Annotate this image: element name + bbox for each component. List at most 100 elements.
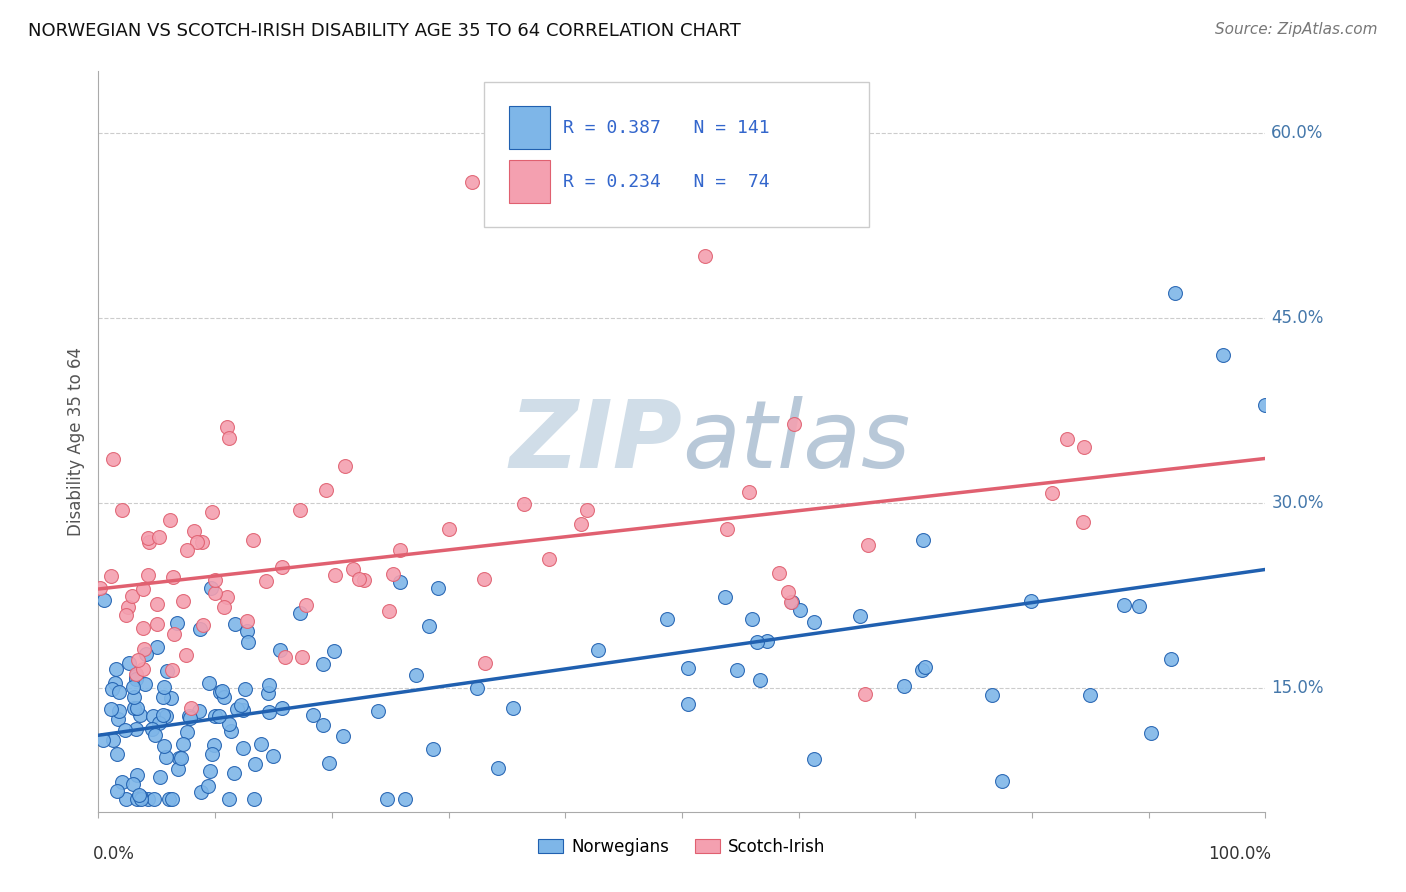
Point: [201, 505, 224, 519]
Point: [136, 792, 159, 806]
Point: [1212, 348, 1234, 362]
Point: [218, 792, 240, 806]
Point: [101, 452, 124, 467]
Point: [437, 522, 460, 536]
Point: [233, 681, 256, 696]
Point: [418, 618, 440, 632]
Point: [1164, 286, 1187, 301]
Point: [353, 574, 375, 588]
Point: [129, 708, 152, 723]
Point: [117, 600, 139, 615]
Point: [1140, 726, 1163, 740]
Point: [803, 751, 825, 765]
Point: [125, 722, 148, 736]
Point: [160, 792, 183, 806]
Legend: Norwegians, Scotch-Irish: Norwegians, Scotch-Irish: [531, 831, 832, 863]
Point: [243, 756, 266, 771]
Point: [748, 673, 770, 687]
Point: [100, 702, 122, 716]
Point: [1071, 515, 1094, 529]
Point: [242, 533, 264, 548]
Point: [375, 792, 398, 806]
Point: [311, 657, 333, 672]
Point: [502, 701, 524, 715]
Point: [152, 680, 174, 694]
Point: [270, 700, 292, 714]
Text: Source: ZipAtlas.com: Source: ZipAtlas.com: [1215, 22, 1378, 37]
Point: [131, 621, 153, 635]
Point: [224, 617, 246, 632]
Point: [738, 484, 761, 499]
Point: [105, 747, 128, 761]
Point: [101, 681, 124, 696]
Point: [219, 723, 242, 738]
Text: 60.0%: 60.0%: [1271, 124, 1323, 142]
Text: 45.0%: 45.0%: [1271, 310, 1323, 327]
Point: [167, 751, 190, 765]
Point: [347, 572, 370, 586]
Point: [335, 458, 357, 473]
Point: [134, 677, 156, 691]
Point: [405, 668, 427, 682]
Point: [270, 559, 292, 574]
Point: [1253, 398, 1275, 412]
Point: [229, 698, 252, 712]
Point: [218, 717, 240, 731]
Point: [332, 729, 354, 743]
Point: [125, 666, 148, 681]
Point: [207, 708, 229, 723]
Point: [1078, 688, 1101, 702]
Point: [146, 617, 169, 632]
Point: [262, 749, 284, 764]
Point: [177, 708, 200, 723]
Point: [745, 635, 768, 649]
Point: [136, 532, 159, 546]
Point: [141, 722, 163, 736]
Point: [122, 690, 145, 704]
Point: [198, 676, 221, 690]
Point: [152, 739, 174, 753]
Point: [315, 483, 337, 497]
Point: [148, 530, 170, 544]
Point: [108, 704, 131, 718]
Point: [513, 497, 536, 511]
Point: [238, 635, 260, 649]
FancyBboxPatch shape: [509, 106, 550, 149]
Point: [318, 756, 340, 770]
Point: [394, 792, 416, 806]
Point: [780, 595, 803, 609]
Point: [236, 624, 259, 638]
Point: [783, 417, 806, 431]
Point: [208, 685, 231, 699]
Point: [249, 737, 271, 751]
Point: [118, 656, 141, 670]
Point: [105, 662, 128, 676]
Point: [148, 716, 170, 731]
Point: [174, 648, 197, 662]
Point: [111, 775, 134, 789]
Point: [202, 738, 225, 752]
Point: [121, 777, 143, 791]
Point: [108, 684, 131, 698]
Point: [201, 747, 224, 761]
Point: [124, 701, 146, 715]
Point: [569, 516, 592, 531]
Point: [134, 641, 156, 656]
Point: [1073, 440, 1095, 454]
Point: [103, 733, 125, 747]
Point: [142, 792, 165, 806]
Point: [914, 660, 936, 674]
Point: [128, 788, 150, 802]
Point: [170, 751, 193, 765]
Point: [290, 650, 312, 665]
Point: [322, 644, 344, 658]
Point: [186, 534, 208, 549]
Point: [142, 709, 165, 723]
Point: [912, 533, 935, 548]
Point: [114, 723, 136, 737]
Point: [991, 774, 1014, 789]
Point: [716, 522, 738, 536]
Point: [125, 669, 148, 683]
Text: atlas: atlas: [682, 396, 910, 487]
Point: [232, 703, 254, 717]
